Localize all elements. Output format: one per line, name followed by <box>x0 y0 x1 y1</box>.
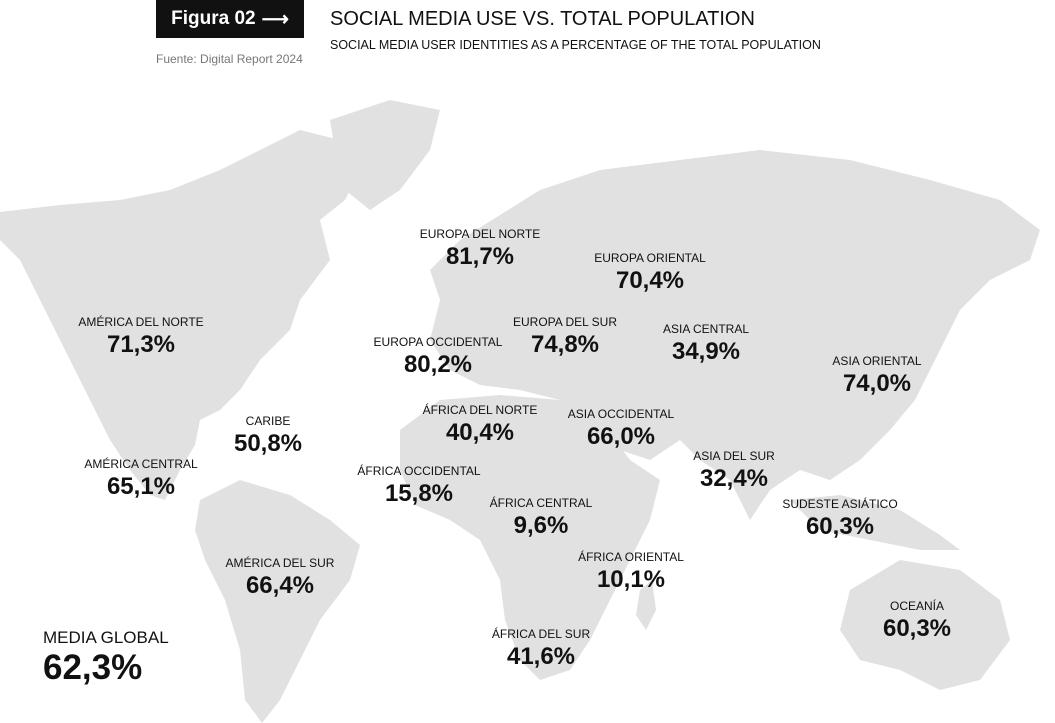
region-label: CARIBE <box>245 414 291 428</box>
region-label: AMÉRICA DEL NORTE <box>78 315 204 329</box>
region-value: 41,6% <box>506 643 576 670</box>
region-label: EUROPA OCCIDENTAL <box>373 335 503 349</box>
region-stat: SUDESTE ASIÁTICO 60,3% <box>782 497 897 541</box>
region-stat: ÁFRICA DEL SUR 41,6% <box>492 627 590 671</box>
region-label: OCEANÍA <box>889 599 944 613</box>
global-average: MEDIA GLOBAL 62,3% <box>43 628 169 688</box>
europe-asia-shape <box>430 150 1040 520</box>
region-stat: ÁFRICA DEL NORTE 40,4% <box>423 403 538 447</box>
region-label: AMÉRICA DEL SUR <box>225 556 335 570</box>
africa-shape <box>400 395 660 680</box>
region-label: SUDESTE ASIÁTICO <box>782 497 898 511</box>
region-stat: EUROPA DEL SUR 74,8% <box>513 315 617 359</box>
region-value: 74,8% <box>530 331 600 358</box>
region-label: EUROPA DEL NORTE <box>419 227 541 241</box>
region-stat: ÁFRICA ORIENTAL 10,1% <box>578 550 684 594</box>
region-stat: EUROPA DEL NORTE 81,7% <box>420 227 540 271</box>
region-stat: ASIA OCCIDENTAL 66,0% <box>568 407 674 451</box>
region-label: ASIA CENTRAL <box>662 322 750 336</box>
region-stat: ÁFRICA CENTRAL 9,6% <box>490 496 593 540</box>
region-label: AMÉRICA CENTRAL <box>84 457 198 471</box>
region-label: EUROPA DEL SUR <box>512 315 618 329</box>
region-label: ASIA ORIENTAL <box>832 354 922 368</box>
region-value: 60,3% <box>805 513 875 540</box>
region-label: ÁFRICA OCCIDENTAL <box>357 464 481 478</box>
region-stat: AMÉRICA CENTRAL 65,1% <box>84 457 197 501</box>
region-value: 81,7% <box>445 243 515 270</box>
region-label: ÁFRICA DEL NORTE <box>422 403 538 417</box>
region-value: 60,3% <box>882 615 952 642</box>
right-arrow-icon: ⟶ <box>261 8 289 30</box>
south-america-shape <box>195 480 360 723</box>
southeast-asia-islands-shape <box>790 495 960 550</box>
region-stat: EUROPA ORIENTAL 70,4% <box>594 251 706 295</box>
north-america-shape <box>0 130 360 500</box>
australia-shape <box>840 560 1010 690</box>
region-value: 66,4% <box>245 572 315 599</box>
chart-subtitle: SOCIAL MEDIA USER IDENTITIES AS A PERCEN… <box>330 38 821 52</box>
region-label: ASIA DEL SUR <box>693 449 775 463</box>
region-stat: ASIA ORIENTAL 74,0% <box>832 354 921 398</box>
region-label: ÁFRICA DEL SUR <box>491 627 591 641</box>
region-label: ASIA OCCIDENTAL <box>567 407 675 421</box>
region-value: 10,1% <box>596 566 666 593</box>
region-stat: AMÉRICA DEL NORTE 71,3% <box>78 315 203 359</box>
region-value: 70,4% <box>615 267 685 294</box>
region-label: ÁFRICA ORIENTAL <box>578 550 684 564</box>
region-value: 50,8% <box>233 430 303 457</box>
figure-badge: Figura 02 ⟶ <box>156 0 304 38</box>
figure-label: Figura 02 <box>171 8 256 29</box>
region-value: 74,0% <box>842 370 912 397</box>
region-stat: OCEANÍA 60,3% <box>883 599 951 643</box>
region-value: 40,4% <box>445 419 515 446</box>
region-value: 32,4% <box>699 465 769 492</box>
region-value: 9,6% <box>513 512 569 539</box>
region-stat: ASIA CENTRAL 34,9% <box>663 322 749 366</box>
region-stat: EUROPA OCCIDENTAL 80,2% <box>374 335 503 379</box>
chart-title: SOCIAL MEDIA USE VS. TOTAL POPULATION <box>330 8 755 30</box>
region-value: 66,0% <box>586 423 656 450</box>
region-value: 34,9% <box>671 338 741 365</box>
region-value: 80,2% <box>403 351 473 378</box>
region-label: ÁFRICA CENTRAL <box>489 496 593 510</box>
region-value: 65,1% <box>106 473 176 500</box>
global-average-value: 62,3% <box>43 648 143 687</box>
region-stat: ÁFRICA OCCIDENTAL 15,8% <box>357 464 480 508</box>
greenland-shape <box>330 100 440 210</box>
madagascar-shape <box>636 580 656 630</box>
region-value: 71,3% <box>106 331 176 358</box>
region-label: EUROPA ORIENTAL <box>594 251 706 265</box>
global-average-label: MEDIA GLOBAL <box>43 628 169 647</box>
source-note: Fuente: Digital Report 2024 <box>156 52 303 66</box>
region-value: 15,8% <box>384 480 454 507</box>
region-stat: ASIA DEL SUR 32,4% <box>693 449 775 493</box>
region-stat: CARIBE 50,8% <box>234 414 302 458</box>
region-stat: AMÉRICA DEL SUR 66,4% <box>226 556 335 600</box>
